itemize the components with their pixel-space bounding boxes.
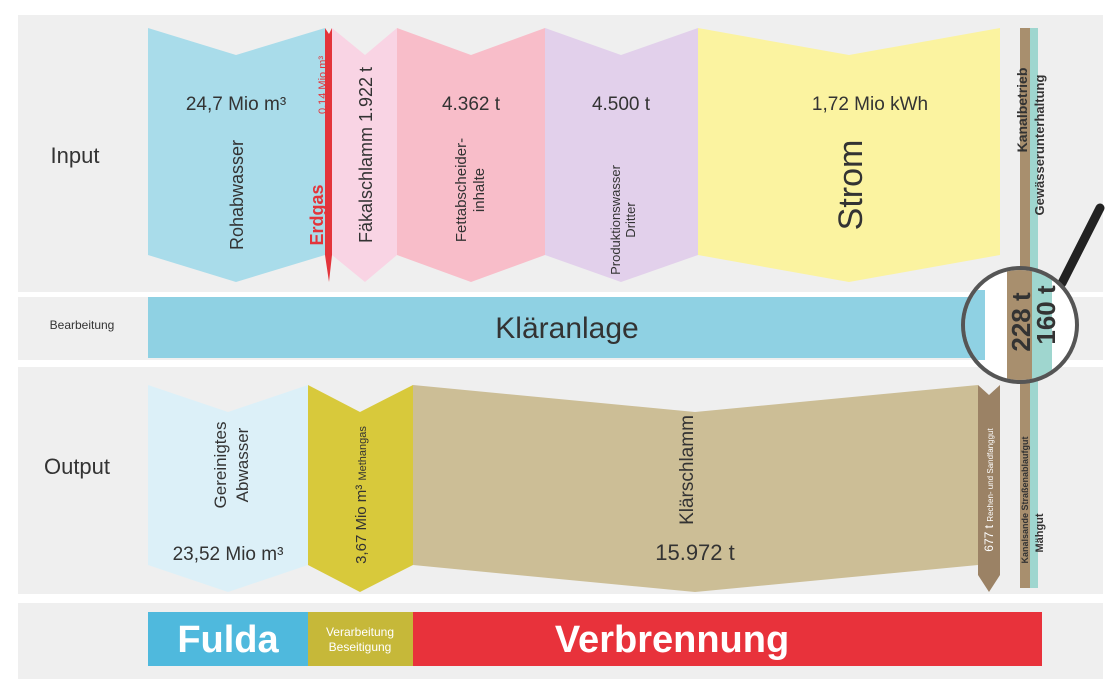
magnifier-content xyxy=(965,270,1052,380)
disposal-bar xyxy=(148,612,308,666)
amount: 0,14 Mio m³ xyxy=(317,56,329,114)
magnifier-handle xyxy=(1057,203,1105,288)
label: Abwasser xyxy=(233,427,252,502)
disposal-label: Verbrennung xyxy=(555,619,789,661)
label: Rechen- und Sandfanggut xyxy=(986,427,995,521)
flow-shape xyxy=(397,28,545,282)
label: Rohabwasser xyxy=(227,140,247,250)
process-bar xyxy=(148,297,985,358)
magnifier-ring xyxy=(961,266,1079,384)
label: Fettabscheider- xyxy=(453,138,470,242)
disposal-bar xyxy=(413,612,1042,666)
amount: 24,7 Mio m³ xyxy=(186,94,286,115)
flow-shape xyxy=(308,385,413,592)
disposal-label: Verarbeitung Beseitigung xyxy=(326,625,394,654)
amount: 677 t xyxy=(982,524,996,551)
label: Gereinigtes xyxy=(211,422,230,509)
disposal-label: Beseitigung xyxy=(329,640,392,654)
row-label: Input xyxy=(51,143,100,168)
label: Kanalsande Straßenablaufgut xyxy=(1020,436,1030,563)
flow-shape xyxy=(148,28,325,282)
disposal-label: Verarbeitung xyxy=(326,625,394,639)
amount: 23,52 Mio m³ xyxy=(173,544,284,565)
label: inhalte xyxy=(471,168,488,212)
label: Strom xyxy=(832,140,870,231)
flow-shape xyxy=(978,385,1000,592)
row-label: Bearbeitung xyxy=(50,318,115,332)
label: 677 t Rechen- und Sandfanggut xyxy=(982,427,996,551)
flow-shape xyxy=(325,28,332,282)
label: Dritter xyxy=(623,202,638,238)
label: 3,67 Mio m³ Methangas xyxy=(353,426,370,564)
label: Fäkalschlamm xyxy=(356,127,376,243)
label: Methangas xyxy=(357,426,369,481)
amount: 4.500 t xyxy=(592,94,651,115)
label: Kanalbetrieb xyxy=(1014,68,1030,153)
flow-shape xyxy=(148,385,308,592)
amount: 1.922 t xyxy=(356,67,376,122)
magnifier-label: 228 t xyxy=(1006,292,1036,352)
amount: 4.362 t xyxy=(442,94,501,115)
flow-shape xyxy=(332,28,397,282)
flow-shape xyxy=(698,28,1000,282)
label: ProduktionswasserDritter xyxy=(608,164,638,274)
label: Gereinigtes Abwasser xyxy=(211,422,252,509)
amount: 1,72 Mio kWh xyxy=(812,94,928,115)
flow-shape xyxy=(413,385,978,592)
label: Erdgas xyxy=(307,184,327,245)
flow-shape xyxy=(545,28,698,282)
disposal-label: Fulda xyxy=(177,619,279,661)
process-label: Kläranlage xyxy=(495,312,638,345)
amount: 3,67 Mio m³ xyxy=(353,485,370,564)
label: Klärschlamm xyxy=(677,415,698,525)
amount: 15.972 t xyxy=(655,540,735,565)
magnifier-label: 160 t xyxy=(1031,285,1061,345)
label: Fäkalschlamm 1.922 t xyxy=(356,67,376,243)
label: Fettabscheider-inhalte xyxy=(453,138,488,242)
label: Mähgut xyxy=(1034,513,1046,552)
label: Produktionswasser xyxy=(608,164,623,274)
disposal-bar xyxy=(308,612,413,666)
label: Gewässerunterhaltung xyxy=(1032,75,1047,216)
row-label: Output xyxy=(44,454,110,479)
